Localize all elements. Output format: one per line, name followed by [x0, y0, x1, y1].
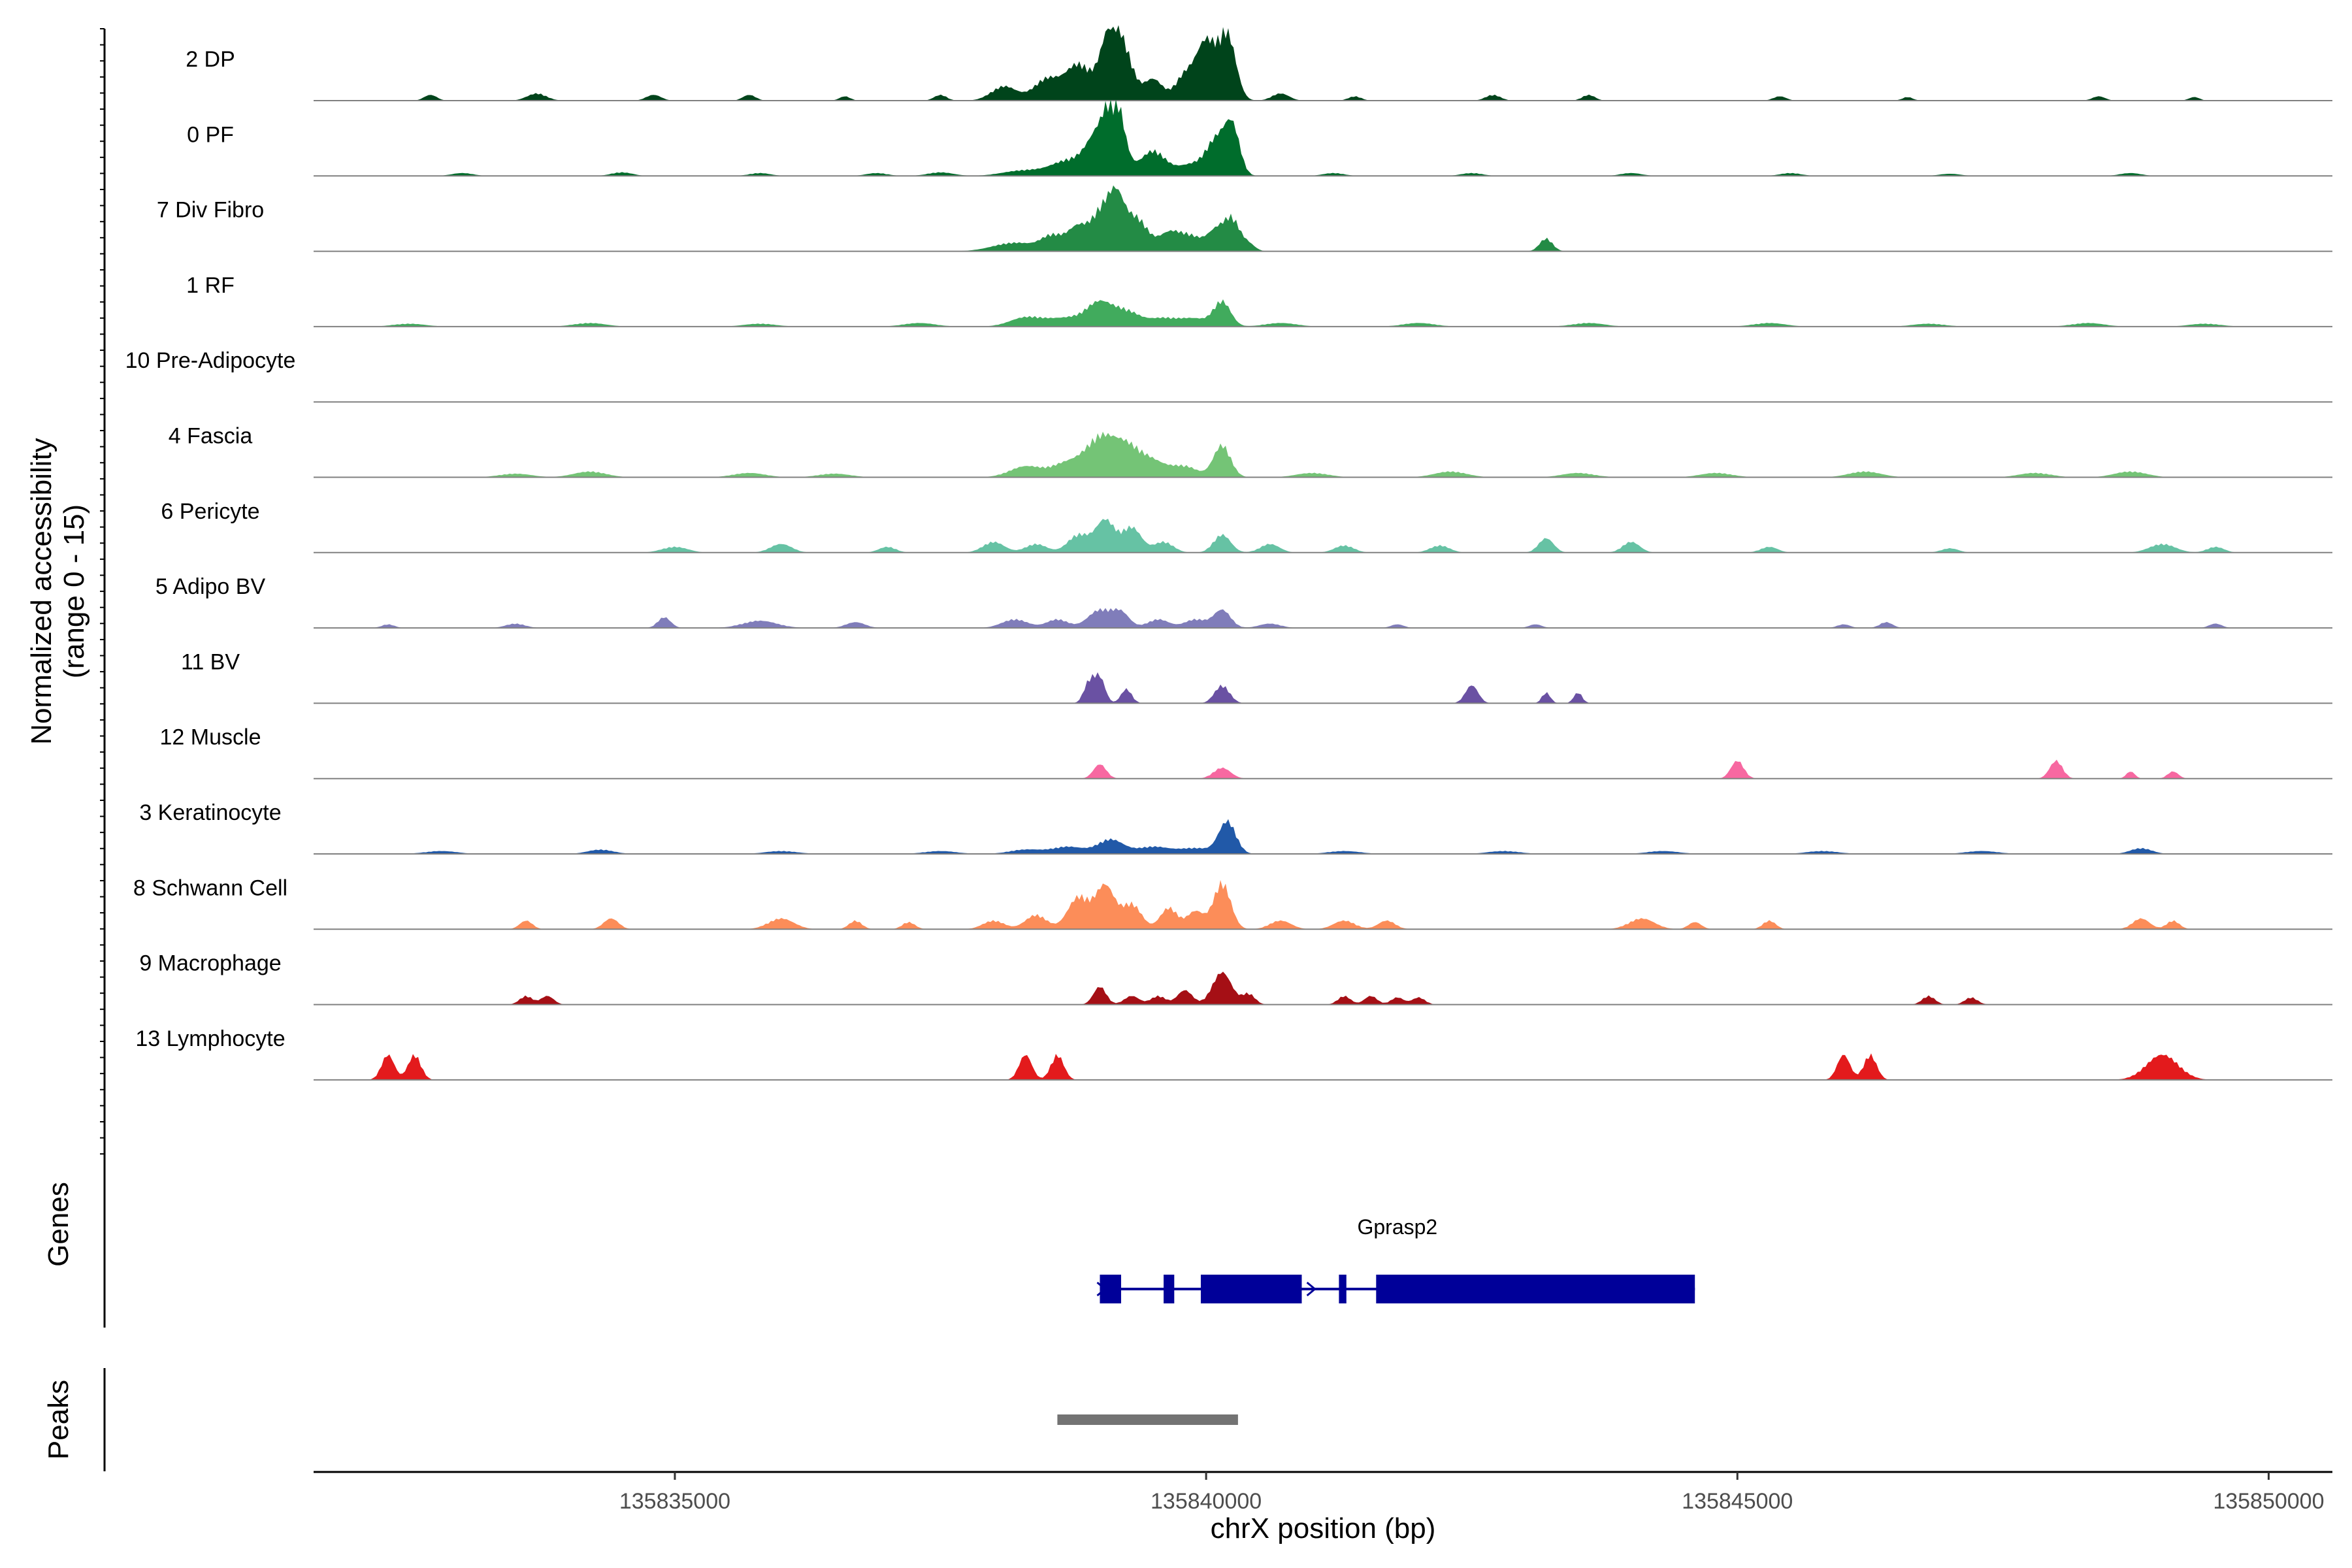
strand-arrow-icon [1096, 1281, 1107, 1297]
track-6: 4 Fascia [169, 424, 2332, 478]
gene-exon [1200, 1275, 1302, 1303]
peaks-panel: Peaks [42, 1368, 1238, 1471]
track-1: 2 DP [186, 25, 2332, 101]
track-13: 9 Macrophage [139, 951, 2332, 1005]
coverage-area [314, 819, 2332, 854]
genes-track-label: Genes [42, 1182, 74, 1267]
track-7: 6 Pericyte [161, 499, 2332, 553]
coverage-area [314, 672, 2332, 704]
x-tick-label: 135845000 [1682, 1489, 1793, 1514]
coverage-area [314, 431, 2332, 478]
x-tick-label: 135840000 [1151, 1489, 1262, 1514]
coverage-area [314, 185, 2332, 252]
y-axis-title-line: Normalized accessibility [25, 438, 57, 744]
track-label: 11 BV [181, 649, 240, 674]
coverage-area [314, 519, 2332, 553]
track-label: 13 Lymphocyte [135, 1026, 285, 1051]
gene-exon [1164, 1275, 1175, 1303]
track-label: 9 Macrophage [139, 951, 281, 976]
coverage-tracks: 2 DP 0 PF 7 Div Fibro 1 RF 10 Pre-Adipocyte 4… [125, 25, 2332, 1081]
track-label: 4 Fascia [169, 424, 253, 449]
coverage-area [314, 879, 2332, 930]
y-axis-title-line: (range 0 - 15) [58, 504, 90, 679]
coverage-area [314, 759, 2332, 779]
track-8: 5 Adipo BV [155, 574, 2332, 629]
coverage-area [314, 25, 2332, 101]
peak-region [1057, 1414, 1238, 1425]
track-4: 1 RF [186, 273, 2332, 327]
track-label: 5 Adipo BV [155, 574, 266, 599]
strand-arrow-icon [1306, 1281, 1316, 1297]
track-label: 12 Muscle [160, 725, 261, 750]
x-axis: 135835000 135840000 135845000 135850000 chrX… [314, 1471, 2332, 1544]
coverage-area [314, 299, 2332, 327]
coverage-area [314, 608, 2332, 629]
track-2: 0 PF [187, 99, 2332, 177]
gene-label: Gprasp2 [1357, 1215, 1437, 1239]
peaks-track-label: Peaks [42, 1380, 74, 1460]
track-label: 3 Keratinocyte [139, 800, 281, 825]
track-12: 8 Schwann Cell [133, 875, 2332, 930]
track-10: 12 Muscle [160, 725, 2332, 779]
x-tick-label: 135835000 [619, 1489, 730, 1514]
coverage-area [314, 972, 2332, 1005]
gene-exon [1339, 1275, 1347, 1303]
y-axis: Normalized accessibility(range 0 - 15) [25, 28, 106, 1155]
track-11: 3 Keratinocyte [139, 800, 2332, 855]
track-label: 2 DP [186, 47, 235, 72]
track-9: 11 BV [181, 649, 2332, 704]
track-label: 6 Pericyte [161, 499, 259, 524]
track-label: 1 RF [186, 273, 235, 298]
genes-panel: Genes Gprasp2 [42, 1121, 1695, 1328]
track-label: 7 Div Fibro [157, 198, 264, 223]
track-label: 0 PF [187, 122, 234, 147]
y-axis-title: Normalized accessibility(range 0 - 15) [25, 438, 90, 744]
track-label: 8 Schwann Cell [133, 875, 287, 900]
x-tick-label: 135850000 [2213, 1489, 2324, 1514]
track-5: 10 Pre-Adipocyte [125, 348, 2332, 403]
track-label: 10 Pre-Adipocyte [125, 348, 296, 373]
track-14: 13 Lymphocyte [135, 1026, 2332, 1081]
coverage-area [314, 99, 2332, 176]
gene-exon [1376, 1275, 1695, 1303]
track-3: 7 Div Fibro [157, 185, 2332, 252]
gene-exon [1100, 1275, 1121, 1303]
x-axis-title: chrX position (bp) [1211, 1512, 1436, 1544]
coverage-area [314, 1053, 2332, 1080]
